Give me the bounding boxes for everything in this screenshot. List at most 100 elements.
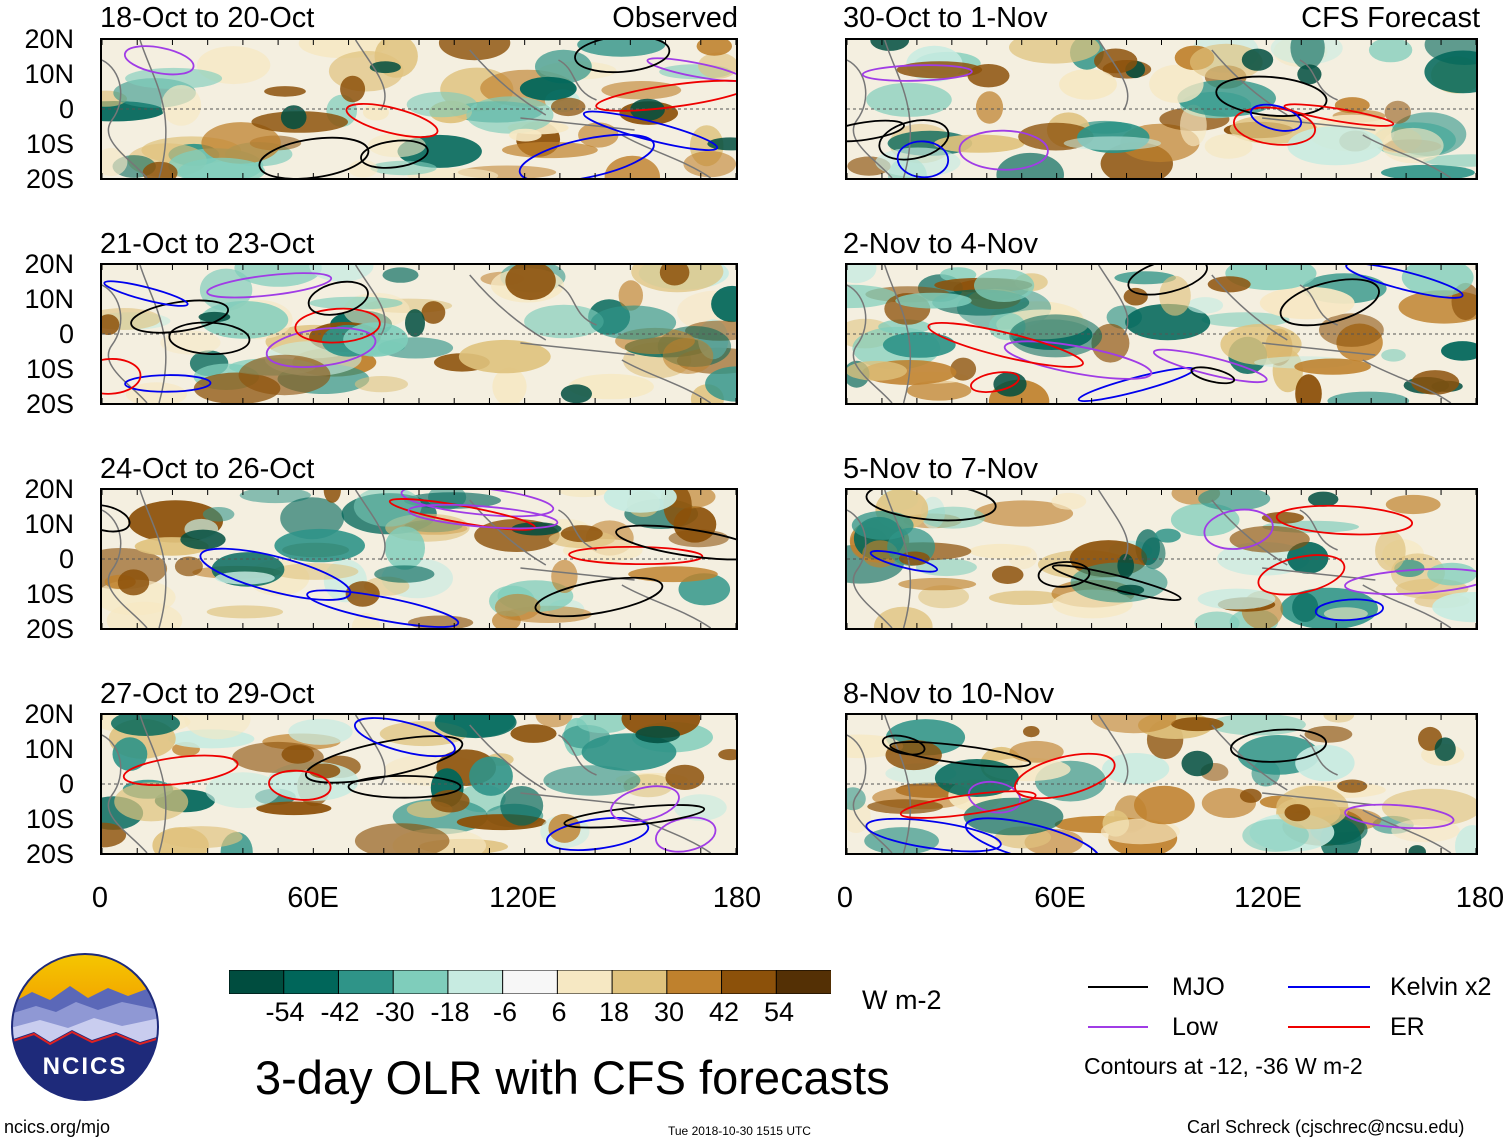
coastline xyxy=(469,49,547,116)
coastline xyxy=(1362,134,1452,178)
coastline xyxy=(1211,724,1288,791)
olr-negative-anomaly xyxy=(500,786,544,826)
wave-contour xyxy=(518,133,655,178)
olr-negative-anomaly xyxy=(469,756,513,796)
olr-negative-anomaly xyxy=(920,506,986,529)
olr-negative-anomaly xyxy=(125,67,223,89)
olr-anomaly-core xyxy=(635,726,680,744)
coastline xyxy=(847,734,893,853)
colorbar-swatch xyxy=(447,969,504,995)
colorbar-tick: 30 xyxy=(653,997,685,1027)
olr-positive-anomaly xyxy=(988,590,1063,605)
lon-label: 60E xyxy=(287,882,339,914)
olr-positive-anomaly xyxy=(160,330,221,355)
olr-positive-anomaly xyxy=(351,612,381,628)
wave-contour xyxy=(400,490,555,518)
olr-negative-anomaly xyxy=(111,715,180,736)
olr-anomaly-core xyxy=(993,371,1027,397)
olr-negative-anomaly xyxy=(673,794,727,821)
olr-negative-anomaly xyxy=(524,304,604,339)
olr-positive-anomaly xyxy=(1304,725,1353,743)
olr-positive-anomaly xyxy=(696,40,732,56)
olr-anomaly-core xyxy=(264,86,306,97)
wave-contour xyxy=(881,734,926,756)
wave-contour xyxy=(353,717,456,758)
lat-label: 10S xyxy=(25,129,74,159)
legend-label-er: ER xyxy=(1390,1013,1425,1041)
coastline xyxy=(1097,40,1129,111)
olr-anomaly-core xyxy=(117,569,150,596)
olr-negative-anomaly xyxy=(1287,541,1329,574)
olr-positive-anomaly xyxy=(1009,40,1100,64)
olr-positive-anomaly xyxy=(847,360,907,381)
coastline xyxy=(139,265,167,403)
olr-positive-anomaly xyxy=(1319,313,1384,347)
wave-contour xyxy=(595,79,736,112)
lat-label: 20N xyxy=(24,699,74,729)
wave-contour xyxy=(1203,508,1274,550)
olr-positive-anomaly xyxy=(618,280,643,311)
wave-contour xyxy=(1314,598,1384,622)
olr-positive-anomaly xyxy=(1323,715,1355,723)
olr-negative-anomaly xyxy=(406,91,477,118)
lat-label: 20N xyxy=(24,24,74,54)
coastline xyxy=(1097,490,1129,561)
lon-label: 120E xyxy=(489,882,557,914)
olr-negative-anomaly xyxy=(370,160,437,176)
olr-negative-anomaly xyxy=(963,797,1064,836)
olr-anomaly-core xyxy=(665,764,705,790)
olr-positive-anomaly xyxy=(184,715,251,740)
olr-negative-anomaly xyxy=(215,571,275,585)
coastline xyxy=(1097,715,1129,786)
lat-label: 10N xyxy=(24,59,74,89)
wave-contour xyxy=(1051,564,1182,602)
wave-contour xyxy=(1279,278,1380,327)
olr-negative-anomaly xyxy=(384,526,425,570)
olr-anomaly-core xyxy=(1094,48,1138,74)
olr-negative-anomaly xyxy=(1422,154,1476,167)
colorbar-tick: 42 xyxy=(708,997,740,1027)
footer-url[interactable]: ncics.org/mjo xyxy=(4,1117,111,1137)
lon-label: 0 xyxy=(91,882,109,914)
olr-negative-anomaly xyxy=(200,301,289,339)
wave-contour xyxy=(345,103,439,138)
wave-contour xyxy=(865,817,1002,853)
coastline xyxy=(847,284,893,403)
lat-label: 10S xyxy=(25,354,74,384)
wave-contour xyxy=(360,139,429,169)
olr-negative-anomaly xyxy=(239,490,311,504)
wave-contour xyxy=(964,817,1100,853)
lon-label: 60E xyxy=(1034,882,1086,914)
olr-positive-anomaly xyxy=(898,577,977,591)
olr-negative-anomaly xyxy=(1063,136,1162,151)
olr-negative-anomaly xyxy=(1197,588,1276,610)
coastline xyxy=(847,509,893,628)
olr-negative-anomaly xyxy=(577,40,666,57)
olr-negative-anomaly xyxy=(882,332,956,358)
panel-title-fcst-1: 30-Oct to 1-Nov xyxy=(843,2,1048,34)
coastline xyxy=(1211,499,1288,566)
wave-contour xyxy=(1190,366,1236,385)
legend-label-mjo: MJO xyxy=(1172,973,1225,1001)
wave-contour xyxy=(206,272,333,299)
wave-contour xyxy=(168,321,251,355)
olr-anomaly-core xyxy=(991,565,1024,584)
lat-label: 20N xyxy=(24,474,74,504)
olr-negative-anomaly xyxy=(205,772,281,809)
olr-anomaly-core xyxy=(340,75,366,103)
olr-negative-anomaly xyxy=(374,565,435,583)
wave-contour xyxy=(861,64,973,82)
olr-positive-anomaly xyxy=(535,715,573,728)
wave-contour xyxy=(1249,103,1303,132)
wave-contour xyxy=(927,321,1084,368)
olr-negative-anomaly xyxy=(466,96,554,134)
lat-label: 10N xyxy=(24,284,74,314)
olr-negative-anomaly xyxy=(280,497,344,540)
wave-contour xyxy=(889,741,1032,768)
olr-negative-anomaly xyxy=(895,292,972,309)
olr-negative-anomaly xyxy=(1242,819,1309,852)
colorbar-tick: -30 xyxy=(375,997,415,1027)
olr-map-obs-2 xyxy=(100,263,738,405)
colorbar-swatch xyxy=(392,969,449,995)
wave-contour xyxy=(122,754,239,786)
